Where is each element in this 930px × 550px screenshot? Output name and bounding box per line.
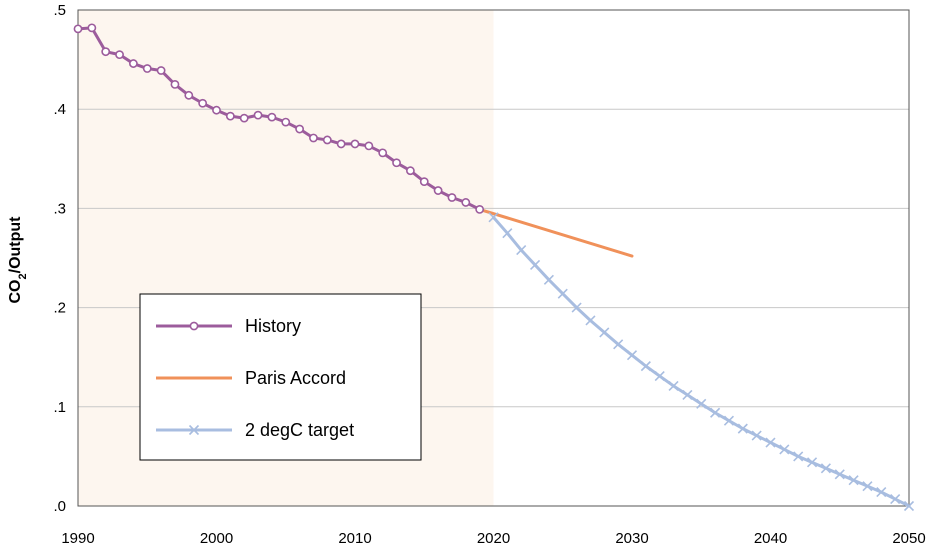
data-point <box>765 437 776 448</box>
data-point <box>502 228 513 239</box>
data-point <box>433 186 443 195</box>
legend-label: Paris Accord <box>245 368 346 388</box>
y-tick-label: .2 <box>53 300 66 317</box>
y-axis-ticks: .0 .1 .2 .3 .4 .5 <box>53 2 66 515</box>
data-point <box>392 158 401 168</box>
x-tick-label: 2030 <box>615 530 648 547</box>
legend-item-paris-accord: Paris Accord <box>156 368 346 388</box>
data-point <box>876 487 887 498</box>
y-axis-label: CO2/Output <box>7 216 29 304</box>
series-line <box>478 207 634 258</box>
data-point <box>571 302 582 313</box>
data-point <box>281 117 291 127</box>
data-point <box>585 315 596 326</box>
data-point <box>253 110 263 120</box>
x-tick-label: 2040 <box>754 530 787 547</box>
data-point <box>516 244 527 256</box>
series-2-degc-target <box>488 212 915 512</box>
data-point <box>599 327 610 338</box>
data-point <box>475 204 485 214</box>
legend-swatch-marker <box>188 424 200 436</box>
y-tick-label: .0 <box>53 498 66 515</box>
legend-label: History <box>245 316 301 336</box>
x-axis-ticks: 1990 2000 2010 2020 2030 2040 2050 <box>61 530 925 547</box>
data-point <box>115 50 124 60</box>
data-point <box>336 139 346 149</box>
data-point <box>156 66 166 75</box>
data-point <box>101 47 111 57</box>
x-tick-label: 2020 <box>477 530 510 547</box>
data-point <box>322 135 332 145</box>
data-point <box>779 444 790 455</box>
legend-item-2-degc-target: 2 degC target <box>156 420 354 440</box>
data-point <box>806 457 818 468</box>
data-point <box>682 389 693 400</box>
data-point <box>557 288 568 299</box>
data-point <box>737 423 748 434</box>
series-layer <box>73 23 915 512</box>
data-point <box>488 212 499 223</box>
data-point <box>723 415 735 426</box>
data-point <box>903 500 915 512</box>
data-point <box>834 469 845 480</box>
y-tick-label: .3 <box>53 200 66 217</box>
data-point <box>862 481 873 492</box>
legend: History Paris Accord 2 degC target <box>139 293 422 461</box>
data-point <box>364 141 374 151</box>
x-tick-label: 2000 <box>200 530 233 547</box>
data-point <box>654 370 665 382</box>
data-point <box>184 90 194 100</box>
data-point <box>212 105 221 115</box>
data-point <box>640 361 651 372</box>
data-point <box>239 113 249 123</box>
data-point <box>419 177 429 187</box>
x-tick-label: 2010 <box>338 530 371 547</box>
data-point <box>751 430 762 441</box>
data-point <box>87 23 97 33</box>
data-point <box>461 198 471 207</box>
legend-swatch-marker <box>189 321 199 331</box>
data-point <box>696 398 707 409</box>
y-tick-label: .1 <box>53 399 66 416</box>
data-point <box>626 350 638 361</box>
y-axis-label-main: CO <box>7 280 24 304</box>
y-axis-label-subscript: 2 <box>17 273 29 279</box>
series-line <box>492 215 911 508</box>
data-point <box>793 451 804 462</box>
legend-label: 2 degC target <box>245 420 354 440</box>
data-point <box>668 380 679 392</box>
y-axis-label-rest: /Output <box>7 216 24 274</box>
data-point <box>198 98 208 108</box>
data-point <box>848 475 859 486</box>
data-point <box>405 166 415 176</box>
data-point <box>378 148 388 158</box>
data-point <box>309 133 318 143</box>
data-point <box>613 339 624 350</box>
data-point <box>890 493 901 505</box>
data-point <box>267 112 277 122</box>
data-point <box>820 463 831 474</box>
data-point <box>170 80 180 89</box>
data-point <box>295 124 304 134</box>
y-tick-label: .4 <box>53 101 66 118</box>
series-paris-accord <box>478 207 634 258</box>
data-point <box>73 24 83 34</box>
data-point <box>350 139 360 149</box>
y-tick-label: .5 <box>53 2 66 19</box>
data-point <box>142 64 152 73</box>
data-point <box>710 407 721 418</box>
plot-frame <box>77 9 910 507</box>
legend-item-history: History <box>156 316 301 336</box>
x-tick-label: 2050 <box>892 530 925 547</box>
data-point <box>543 274 554 285</box>
series-history <box>73 23 485 214</box>
data-point <box>447 193 457 202</box>
data-point <box>529 259 541 271</box>
x-tick-label: 1990 <box>61 530 94 547</box>
data-point <box>128 59 138 68</box>
data-point <box>225 111 235 121</box>
